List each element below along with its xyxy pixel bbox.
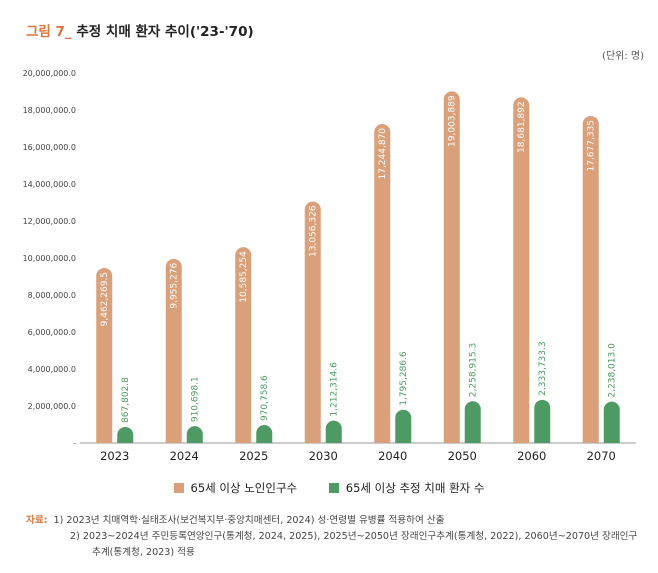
data-label-dementia: 1,795,286.6 [399, 351, 409, 406]
source-line-2: 2) 2023~2024년 주민등록연앙인구(통계청, 2024, 2025),… [70, 531, 638, 542]
y-tick-label: 4,000,000.0 [28, 365, 76, 374]
x-tick-label: 2025 [239, 449, 268, 463]
y-tick-label: 14,000,000.0 [23, 180, 76, 189]
x-tick-label: 2060 [517, 449, 546, 463]
figure-title: 그림 7_ 추정 치매 환자 추이('23-'70) [26, 20, 254, 40]
legend-label-dementia: 65세 이상 추정 치매 환자 수 [345, 481, 485, 495]
legend-item-elderly: 65세 이상 노인인구수 [173, 480, 298, 496]
legend-label-elderly: 65세 이상 노인인구수 [190, 481, 298, 495]
legend-item-dementia: 65세 이상 추정 치매 환자 수 [328, 480, 485, 496]
bar-dementia [325, 420, 342, 443]
x-tick-label: 2024 [170, 449, 199, 463]
unit-label: (단위: 명) [602, 51, 644, 62]
x-tick-label: 2040 [378, 449, 407, 463]
bar-elderly [443, 91, 460, 444]
source-line-3: 추계(통계청, 2023) 적용 [92, 547, 195, 558]
y-tick-label: 18,000,000.0 [23, 106, 76, 115]
data-label-dementia: 2,238,013.0 [608, 343, 618, 398]
x-tick-label: 2070 [587, 449, 616, 463]
data-label-elderly: 9,955,276 [170, 263, 180, 309]
bar-dementia [534, 399, 551, 443]
data-label-dementia: 2,258,915.3 [469, 343, 479, 397]
y-tick-label: - [73, 439, 76, 448]
x-tick-label: 2023 [100, 449, 129, 463]
legend-swatch-elderly [173, 483, 184, 493]
y-tick-label: 10,000,000.0 [23, 254, 76, 263]
bar-elderly [235, 247, 252, 443]
chart-title: 추정 치매 환자 추이('23-'70) [76, 24, 254, 40]
bar-elderly [96, 267, 113, 443]
y-tick-label: 20,000,000.0 [23, 69, 76, 78]
data-label-elderly: 17,244,870 [378, 128, 388, 180]
data-label-elderly: 13,056,326 [309, 205, 319, 257]
data-label-elderly: 18,681,892 [517, 101, 527, 153]
bar-chart: - 2,000,000.0 4,000,000.0 6,000,000.0 8,000,… [23, 69, 636, 463]
legend-swatch-dementia [328, 483, 339, 493]
data-label-elderly: 10,585,254 [239, 251, 249, 303]
y-tick-label: 16,000,000.0 [23, 143, 76, 152]
legend: 65세 이상 노인인구수 65세 이상 추정 치매 환자 수 [0, 480, 658, 496]
y-tick-label: 6,000,000.0 [28, 328, 76, 337]
y-tick-label: 8,000,000.0 [28, 291, 76, 300]
bar-dementia [464, 401, 481, 443]
bar-elderly [374, 123, 391, 443]
data-label-dementia: 867,802.8 [121, 377, 131, 423]
x-tick-label: 2030 [309, 449, 338, 463]
source-note: 자료: 1) 2023년 치매역학·실태조사(보건복지부·중앙치매센터, 2024… [26, 513, 637, 561]
bar-elderly [304, 201, 321, 443]
data-label-elderly: 19,003,889 [448, 95, 458, 147]
y-tick-label: 2,000,000.0 [28, 402, 76, 411]
data-label-dementia: 2,333,733.3 [538, 341, 548, 395]
bar-dementia [256, 425, 273, 443]
bar-elderly [165, 258, 182, 443]
figure-label: 그림 7_ [26, 24, 72, 40]
bar-dementia [603, 401, 620, 443]
bar-dementia [186, 426, 203, 443]
bar-elderly [513, 97, 530, 443]
data-label-elderly: 17,677,335 [587, 120, 597, 172]
x-tick-label: 2050 [448, 449, 477, 463]
data-label-dementia: 910,698.1 [191, 376, 201, 422]
y-tick-label: 12,000,000.0 [23, 217, 76, 226]
source-line-1: 1) 2023년 치매역학·실태조사(보건복지부·중앙치매센터, 2024) 성… [53, 515, 445, 526]
bar-dementia [395, 409, 412, 443]
data-label-dementia: 1,212,314.6 [330, 362, 340, 417]
source-label: 자료: [26, 515, 48, 526]
bar-dementia [117, 426, 134, 443]
data-label-dementia: 970,758.6 [260, 375, 270, 421]
data-label-elderly: 9,462,269.5 [100, 272, 110, 326]
bar-elderly [582, 115, 599, 443]
